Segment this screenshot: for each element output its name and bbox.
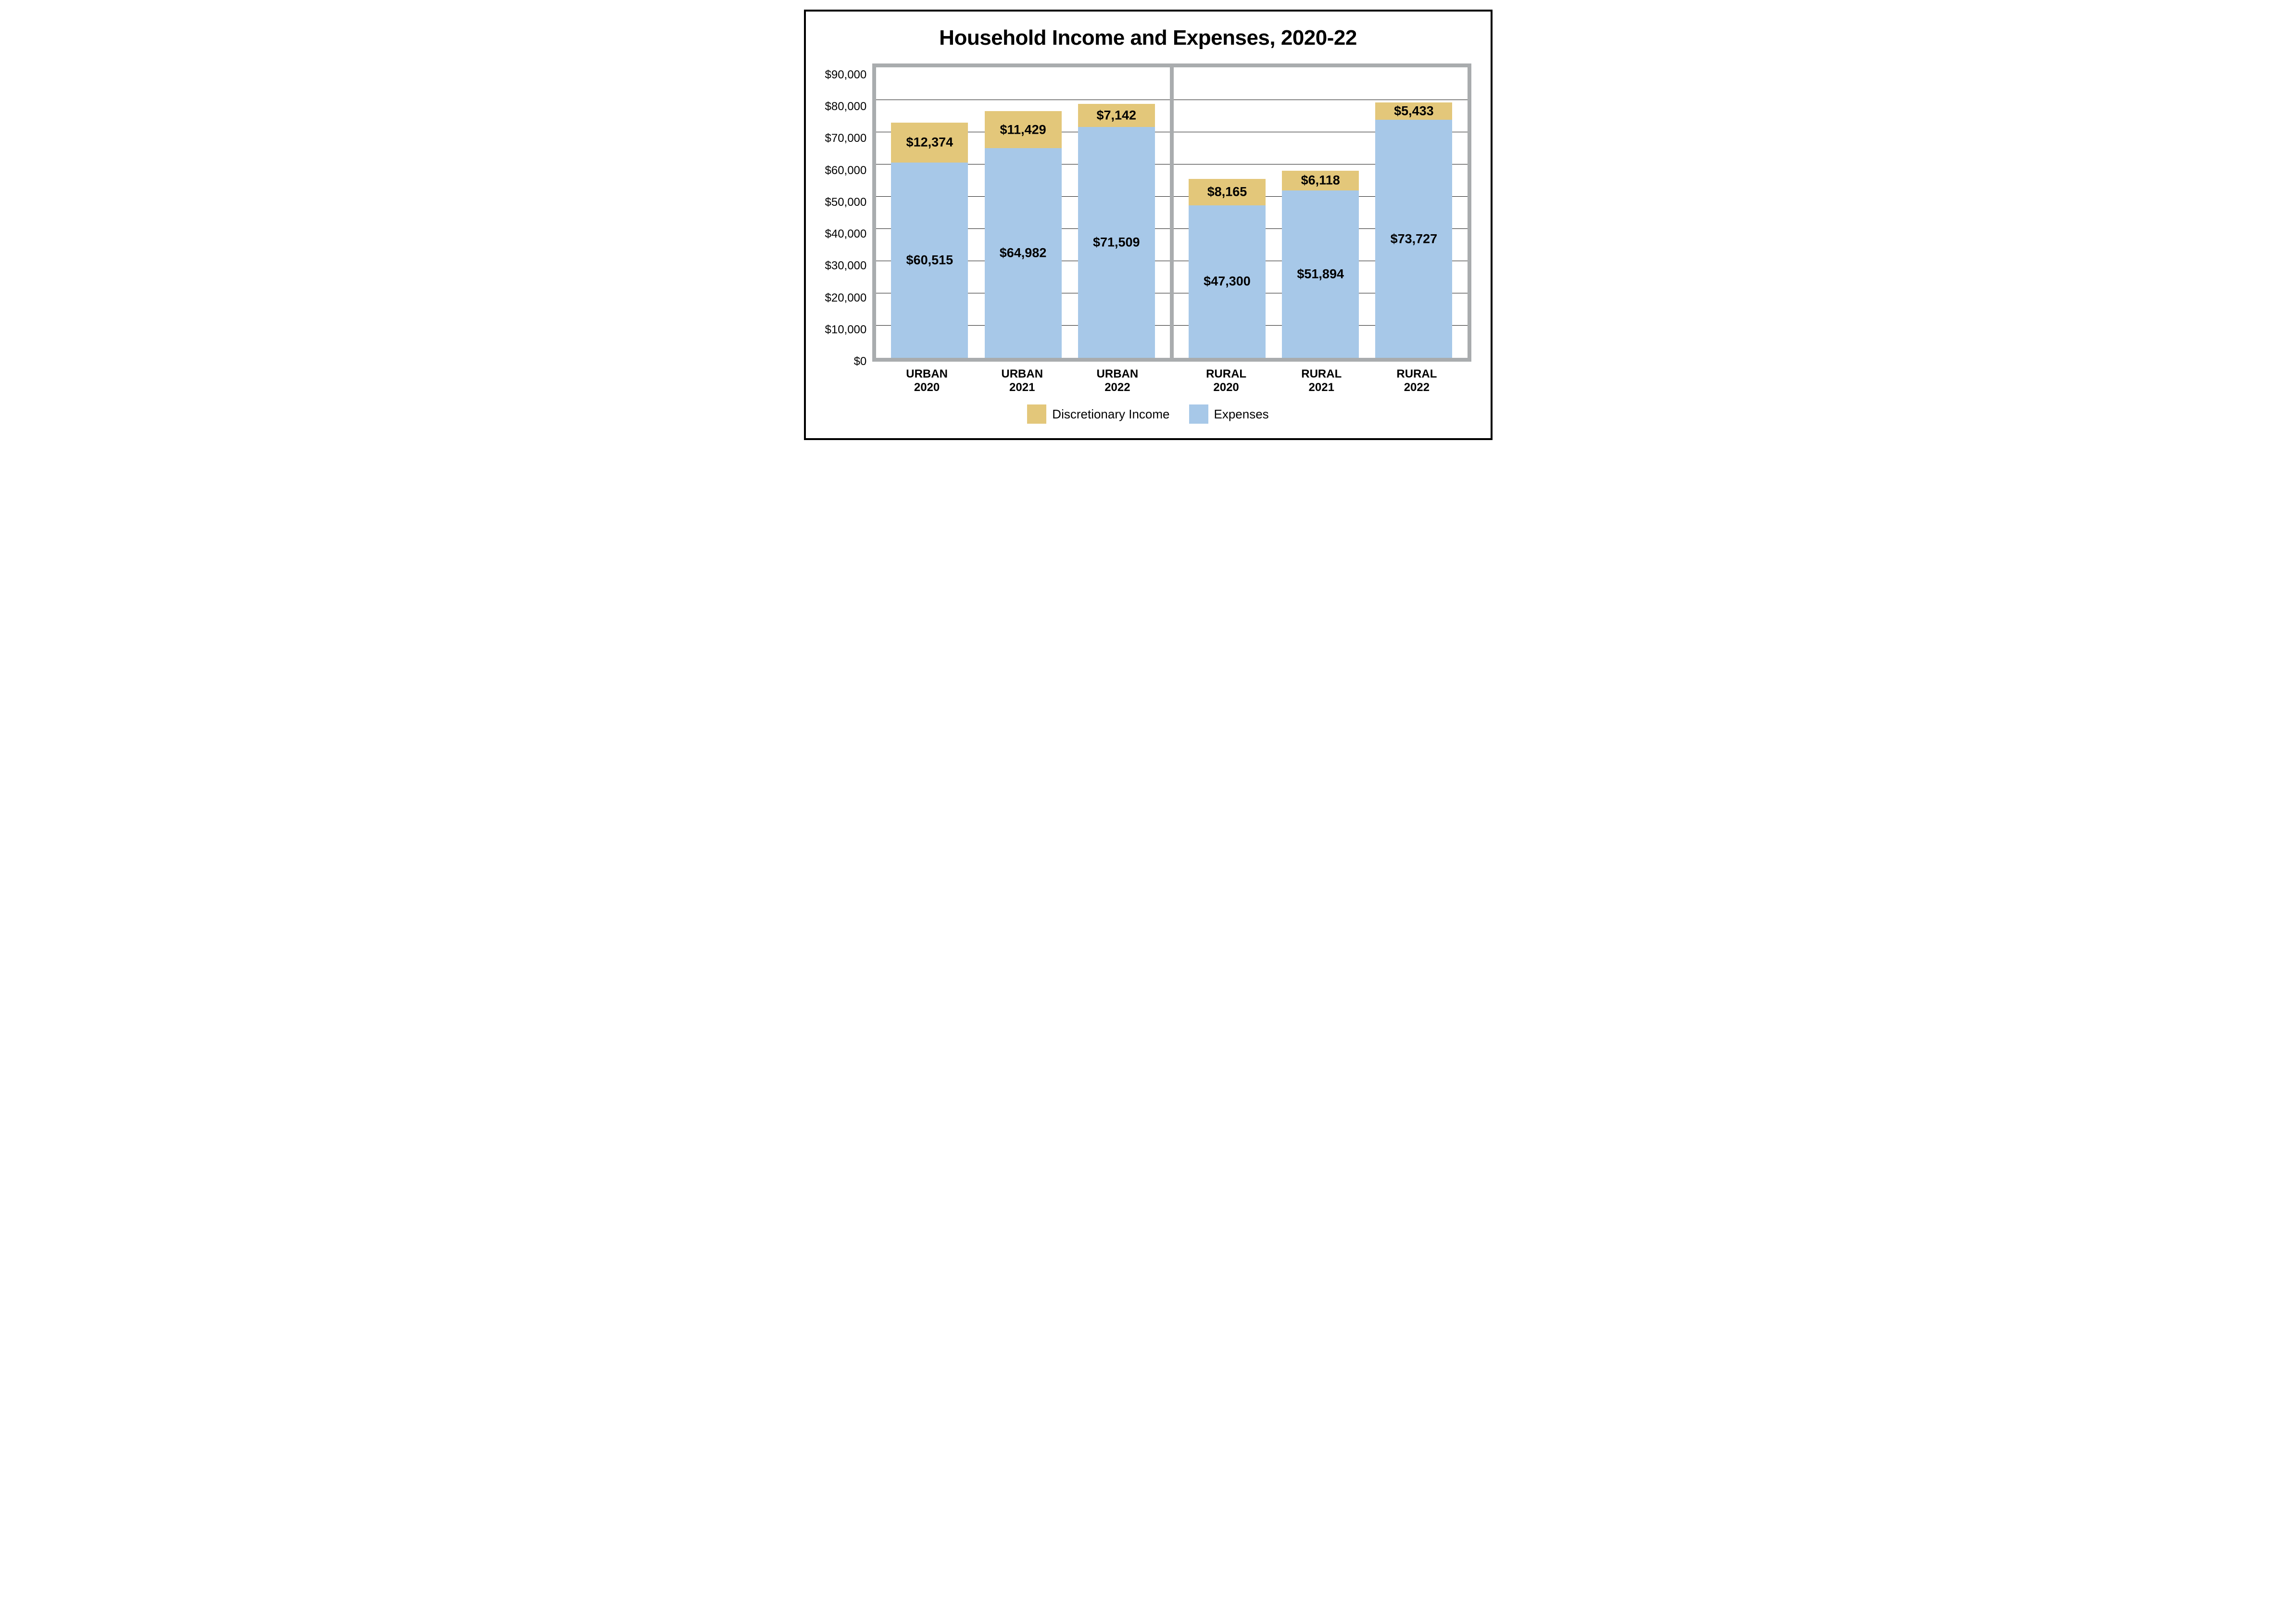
plot-area: $12,374 $60,515 $11,429 $64,982 $7,142 $71,50… <box>872 63 1471 362</box>
bar: $5,433 $73,727 <box>1375 102 1452 358</box>
y-axis: $90,000 $80,000 $70,000 $60,000 $50,000 $40,0… <box>825 63 873 362</box>
x-axis-label: URBAN 2022 <box>1079 367 1156 394</box>
chart-title: Household Income and Expenses, 2020-22 <box>825 26 1471 50</box>
bar: $6,118 $51,894 <box>1282 171 1359 358</box>
chart-frame: Household Income and Expenses, 2020-22 $… <box>804 10 1493 440</box>
chart-body: $90,000 $80,000 $70,000 $60,000 $50,000 $40,0… <box>825 63 1471 362</box>
bar-segment-discretionary: $7,142 <box>1078 104 1155 127</box>
bar-value-discretionary: $7,142 <box>1096 108 1136 123</box>
bar-segment-expenses: $64,982 <box>985 148 1062 358</box>
bar-segment-expenses: $51,894 <box>1282 190 1359 358</box>
legend-swatch-expenses <box>1189 404 1208 424</box>
bar-segment-discretionary: $5,433 <box>1375 102 1452 120</box>
bar-value-expenses: $60,515 <box>906 252 954 267</box>
bar-value-discretionary: $8,165 <box>1207 185 1247 200</box>
bar-value-expenses: $64,982 <box>1000 245 1047 260</box>
bar-value-discretionary: $5,433 <box>1394 103 1434 118</box>
bar-segment-discretionary: $8,165 <box>1189 179 1266 205</box>
bar-segment-discretionary: $11,429 <box>985 111 1062 148</box>
y-tick-label: $20,000 <box>825 292 867 304</box>
x-axis-label: URBAN 2020 <box>889 367 966 394</box>
bar-segment-expenses: $47,300 <box>1189 205 1266 358</box>
y-tick-label: $30,000 <box>825 260 867 272</box>
x-axis-labels: URBAN 2020 URBAN 2021 URBAN 2022 RURAL 2020… <box>825 362 1471 394</box>
bar: $7,142 $71,509 <box>1078 104 1155 358</box>
bar-segment-discretionary: $6,118 <box>1282 171 1359 190</box>
y-tick-label: $60,000 <box>825 165 867 177</box>
panel-urban: $12,374 $60,515 $11,429 $64,982 $7,142 $71,50… <box>872 63 1174 362</box>
y-tick-label: $70,000 <box>825 133 867 144</box>
legend-item-discretionary: Discretionary Income <box>1027 404 1169 424</box>
legend: Discretionary Income Expenses <box>825 404 1471 424</box>
bar-value-discretionary: $6,118 <box>1301 173 1340 188</box>
legend-label-expenses: Expenses <box>1214 407 1269 422</box>
bar-segment-expenses: $73,727 <box>1375 120 1452 358</box>
bar-segment-expenses: $71,509 <box>1078 127 1155 358</box>
bar-value-expenses: $73,727 <box>1391 231 1438 246</box>
bar-value-expenses: $71,509 <box>1093 235 1140 250</box>
y-tick-label: $10,000 <box>825 324 867 336</box>
y-tick-label: $40,000 <box>825 228 867 240</box>
bar-value-expenses: $47,300 <box>1204 274 1251 289</box>
y-tick-label: $90,000 <box>825 69 867 81</box>
y-tick-label: $50,000 <box>825 197 867 208</box>
x-axis-label: RURAL 2022 <box>1378 367 1455 394</box>
x-axis-label: RURAL 2020 <box>1188 367 1265 394</box>
x-axis-label: URBAN 2021 <box>984 367 1061 394</box>
x-axis-label: RURAL 2021 <box>1283 367 1360 394</box>
bar-segment-discretionary: $12,374 <box>891 123 968 163</box>
bar-value-discretionary: $12,374 <box>906 135 954 150</box>
bar-value-discretionary: $11,429 <box>1000 122 1046 137</box>
bar: $11,429 $64,982 <box>985 111 1062 358</box>
bar: $8,165 $47,300 <box>1189 179 1266 358</box>
legend-label-discretionary: Discretionary Income <box>1052 407 1169 422</box>
panel-rural: $8,165 $47,300 $6,118 $51,894 $5,433 $73,727 <box>1174 63 1471 362</box>
legend-swatch-discretionary <box>1027 404 1046 424</box>
legend-item-expenses: Expenses <box>1189 404 1269 424</box>
bar: $12,374 $60,515 <box>891 123 968 358</box>
bar-segment-expenses: $60,515 <box>891 163 968 358</box>
y-tick-label: $80,000 <box>825 101 867 113</box>
bar-value-expenses: $51,894 <box>1297 266 1344 281</box>
x-axis-labels-inner: URBAN 2020 URBAN 2021 URBAN 2022 RURAL 2020… <box>873 362 1471 394</box>
y-tick-label: $0 <box>854 356 867 367</box>
